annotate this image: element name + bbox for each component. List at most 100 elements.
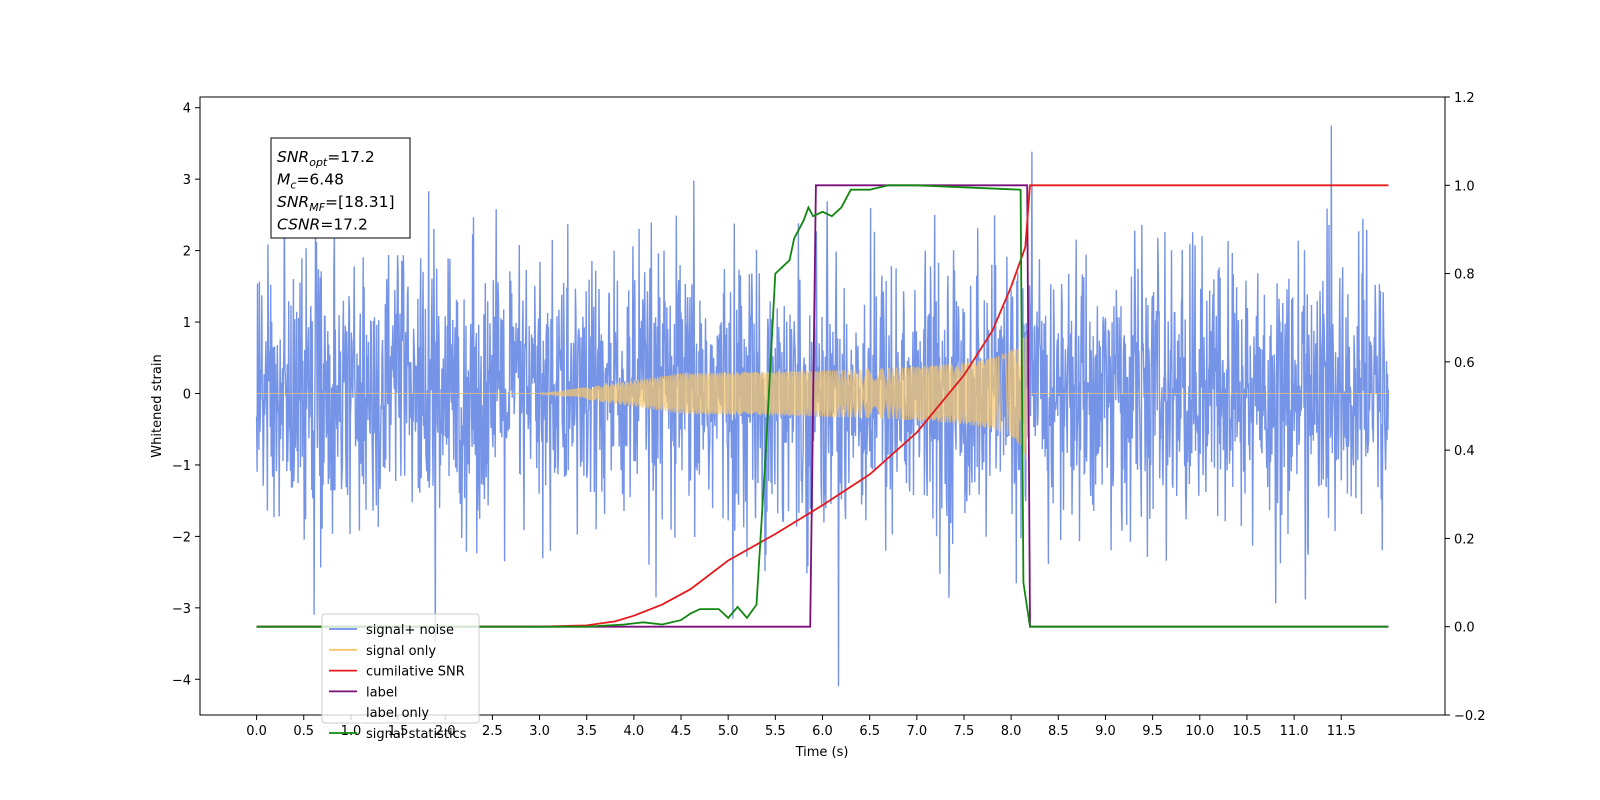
x-tick: 11.5 — [1327, 715, 1356, 739]
y-tick: −4 — [172, 673, 200, 688]
annotation-symbol: CSNR — [277, 216, 320, 234]
legend-label: label only — [366, 706, 429, 721]
y2-tick-label: 1.2 — [1454, 91, 1475, 106]
annotation-symbol: SNR — [277, 148, 309, 166]
annotation-line: SNRMF=[18.31] — [277, 193, 395, 214]
cumulative-snr-line — [256, 184, 1389, 628]
x-tick: 4.5 — [671, 715, 692, 739]
y2-tick: −0.2 — [1445, 709, 1486, 724]
annotation-value: =6.48 — [296, 171, 344, 189]
x-tick-label: 5.0 — [718, 724, 739, 739]
y-axis-label: Whitened strain — [150, 354, 165, 457]
x-tick: 10.0 — [1185, 715, 1214, 739]
y2-tick: 1.0 — [1445, 179, 1475, 194]
x-tick: 4.0 — [624, 715, 644, 739]
annotation-frame — [270, 137, 411, 239]
annotation-value: =17.2 — [327, 148, 375, 166]
y2-tick-label: 0.0 — [1454, 621, 1475, 636]
y-tick-label: −3 — [172, 602, 191, 617]
y2-tick-label: 0.2 — [1454, 532, 1475, 547]
y2-tick-label: 0.6 — [1454, 356, 1475, 371]
x-tick-label: 9.5 — [1142, 724, 1163, 739]
x-tick-label: 8.5 — [1048, 724, 1069, 739]
x-tick-label: 8.0 — [1001, 724, 1022, 739]
y-tick-label: 2 — [183, 245, 191, 260]
x-tick: 7.5 — [954, 715, 975, 739]
y2-tick: 0.4 — [1445, 444, 1475, 459]
x-tick: 5.5 — [765, 715, 786, 739]
x-tick: 6.0 — [812, 715, 833, 739]
x-axis-ticks: 0.0 0.5 1.0 1.5 2.0 2.5 3.0 3.5 4.0 4.5 5.0 5.5 6.0 6… — [246, 715, 1356, 739]
x-tick: 10.5 — [1232, 715, 1261, 739]
x-tick: 7.0 — [906, 715, 927, 739]
y2-tick-label: −0.2 — [1454, 709, 1486, 724]
x-axis-label: Time (s) — [795, 745, 849, 760]
y2-tick: 1.2 — [1445, 91, 1475, 106]
y-tick: −1 — [172, 459, 200, 474]
x-tick: 9.0 — [1095, 715, 1116, 739]
y-tick: 1 — [183, 316, 200, 331]
x-tick: 3.5 — [576, 715, 597, 739]
legend-label: signal only — [366, 644, 436, 659]
legend-label: signal+ noise — [366, 623, 454, 638]
legend-entry: label only — [366, 706, 429, 721]
signal-only-line — [256, 334, 1389, 461]
y2-tick: 0.8 — [1445, 268, 1475, 283]
legend-label: signal statistics — [366, 727, 467, 742]
x-tick-label: 0.0 — [246, 724, 267, 739]
x-tick-label: 7.0 — [906, 724, 927, 739]
legend-entry: label — [329, 685, 397, 700]
x-tick: 2.5 — [482, 715, 503, 739]
y-tick-label: 0 — [183, 387, 191, 402]
y2-tick: 0.6 — [1445, 356, 1475, 371]
annotation-line: SNRopt=17.2 — [277, 148, 375, 169]
y-tick-label: 4 — [183, 102, 191, 117]
y2-tick: 0.0 — [1445, 621, 1475, 636]
legend-entry: signal+ noise — [329, 623, 454, 638]
y-tick: 0 — [183, 387, 200, 402]
x-tick-label: 11.5 — [1327, 724, 1356, 739]
y-tick: 2 — [183, 245, 200, 260]
y-tick-label: −1 — [172, 459, 191, 474]
x-tick-label: 10.0 — [1185, 724, 1214, 739]
annotation-symbol: SNR — [277, 193, 309, 211]
legend-entry: signal only — [329, 644, 436, 659]
x-tick-label: 7.5 — [954, 724, 975, 739]
x-tick-label: 3.0 — [529, 724, 550, 739]
legend-entry: signal statistics — [329, 727, 467, 742]
legend-label: cumilative SNR — [366, 665, 465, 680]
y-tick: −2 — [172, 530, 200, 545]
x-tick-label: 1.0 — [341, 724, 362, 739]
x-tick: 11.0 — [1280, 715, 1309, 739]
legend-frame — [321, 613, 480, 724]
x-tick: 9.5 — [1142, 715, 1163, 739]
y-axis-ticks: 4 3 2 1 0 −1 −2 −3 −4 — [172, 102, 200, 688]
x-tick-label: 6.5 — [859, 724, 880, 739]
y2-tick-label: 1.0 — [1454, 179, 1475, 194]
x-tick: 5.0 — [718, 715, 739, 739]
y-tick-label: −2 — [172, 530, 191, 545]
y-tick-label: −4 — [172, 673, 191, 688]
x-tick-label: 3.5 — [576, 724, 597, 739]
signal-statistics-line — [256, 184, 1389, 628]
y2-axis-ticks: 1.2 1.0 0.8 0.6 0.4 0.2 0.0 −0.2 — [1445, 91, 1486, 724]
annotation-line: Mc=6.48 — [277, 171, 344, 192]
legend-entry: cumilative SNR — [329, 665, 465, 680]
y-tick: 4 — [183, 102, 200, 117]
x-tick-label: 1.5 — [388, 724, 409, 739]
annotation-subscript: MF — [309, 201, 325, 214]
x-tick: 0.5 — [293, 715, 314, 739]
x-tick-label: 11.0 — [1280, 724, 1309, 739]
y-tick: 3 — [183, 173, 200, 188]
plot-area — [255, 125, 1390, 687]
x-tick-label: 2.0 — [435, 724, 456, 739]
x-tick-label: 10.5 — [1232, 724, 1261, 739]
annotation-value: =[18.31] — [325, 193, 394, 211]
x-tick-label: 5.5 — [765, 724, 786, 739]
x-tick: 3.0 — [529, 715, 550, 739]
legend: signal+ noise signal only cumilative SNR la… — [321, 613, 480, 742]
x-tick-label: 4.5 — [671, 724, 692, 739]
annotation-symbol: M — [277, 171, 290, 189]
